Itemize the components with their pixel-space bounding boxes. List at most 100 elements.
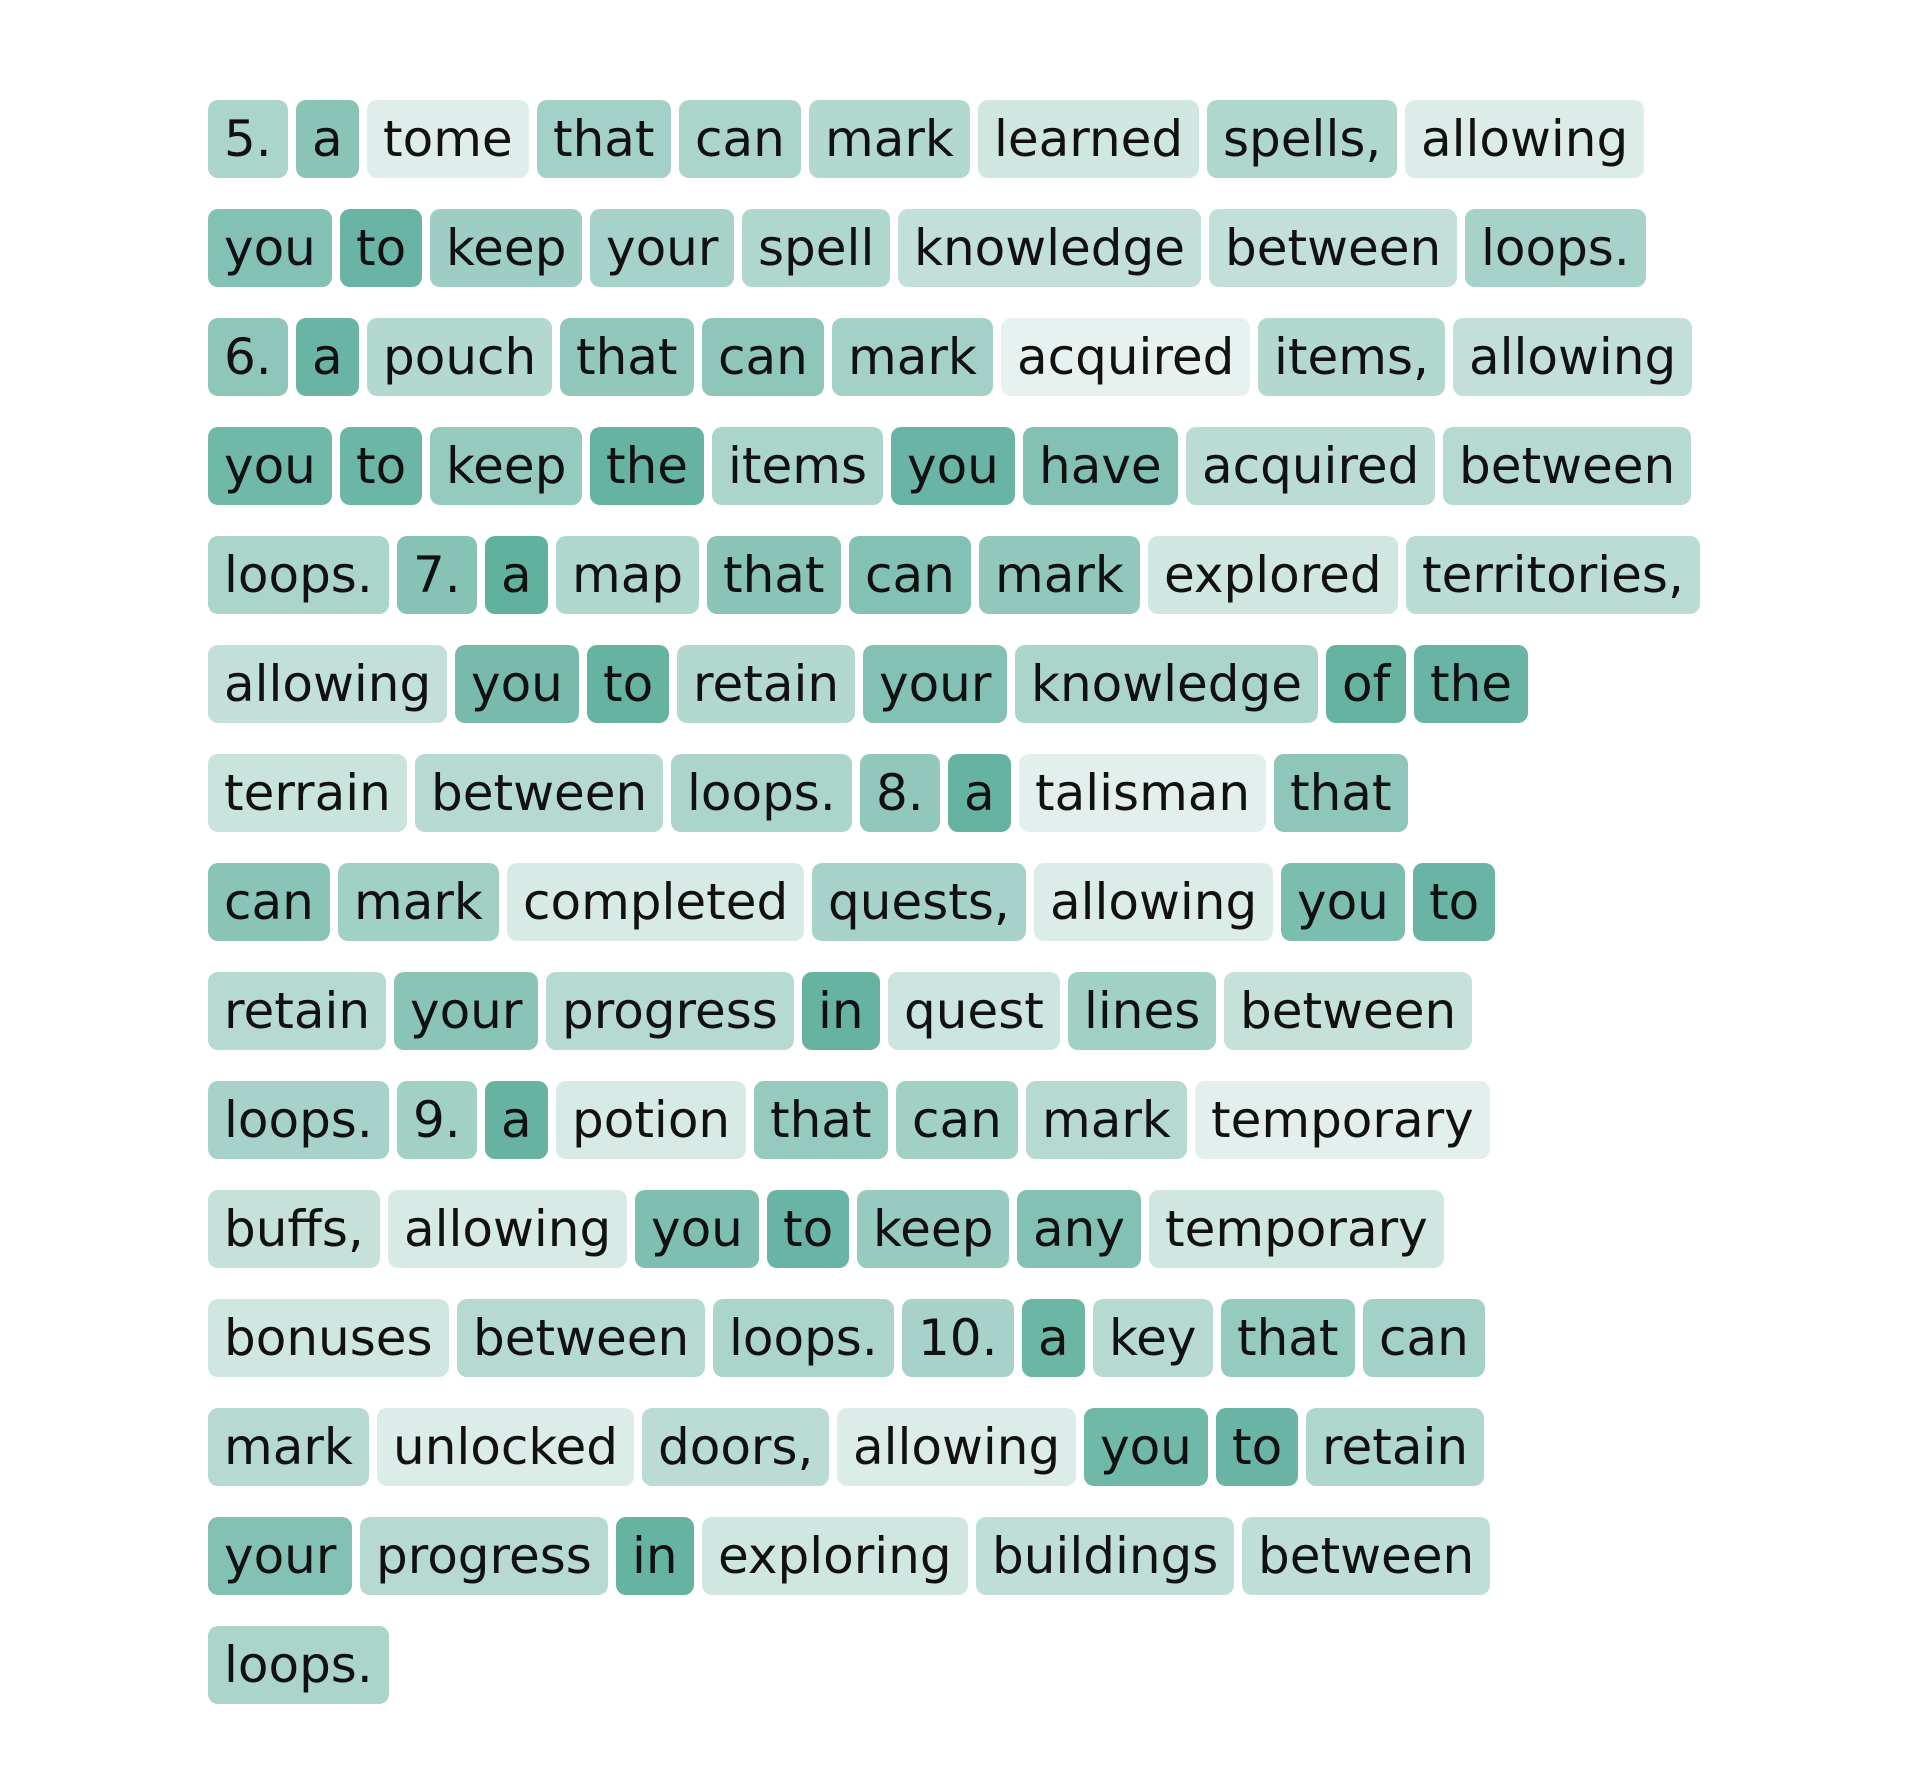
token: allowing	[837, 1408, 1077, 1486]
token: temporary	[1149, 1190, 1444, 1268]
token: to	[587, 645, 670, 723]
token: your	[863, 645, 1008, 723]
token: acquired	[1186, 427, 1436, 505]
token: retain	[1306, 1408, 1485, 1486]
token: loops.	[671, 754, 852, 832]
token: a	[296, 318, 359, 396]
token: allowing	[1453, 318, 1693, 396]
token: can	[679, 100, 801, 178]
token: you	[635, 1190, 759, 1268]
token: items	[712, 427, 884, 505]
token: 6.	[208, 318, 288, 396]
token: to	[340, 209, 423, 287]
token: temporary	[1195, 1081, 1490, 1159]
token: knowledge	[1015, 645, 1319, 723]
token: loops.	[208, 536, 389, 614]
token: in	[802, 972, 880, 1050]
token: completed	[507, 863, 805, 941]
token: retain	[208, 972, 387, 1050]
token: that	[707, 536, 841, 614]
token: loops.	[713, 1299, 894, 1377]
token: spells,	[1207, 100, 1398, 178]
token: to	[767, 1190, 850, 1268]
token: potion	[556, 1081, 747, 1159]
token: to	[1216, 1408, 1299, 1486]
token: can	[702, 318, 824, 396]
token: mark	[979, 536, 1140, 614]
token: a	[485, 1081, 548, 1159]
token: tome	[367, 100, 529, 178]
token: that	[1221, 1299, 1355, 1377]
token: 7.	[397, 536, 477, 614]
token: pouch	[367, 318, 553, 396]
token: 10.	[902, 1299, 1014, 1377]
token: knowledge	[898, 209, 1202, 287]
token: you	[208, 209, 332, 287]
token: territories,	[1406, 536, 1700, 614]
token: you	[1084, 1408, 1208, 1486]
token: can	[896, 1081, 1018, 1159]
token: you	[1281, 863, 1405, 941]
token: between	[1224, 972, 1473, 1050]
token: terrain	[208, 754, 407, 832]
token: between	[1242, 1517, 1491, 1595]
token: you	[208, 427, 332, 505]
token: talisman	[1019, 754, 1267, 832]
token: loops.	[1465, 209, 1646, 287]
token: keep	[430, 209, 583, 287]
token: buildings	[976, 1517, 1235, 1595]
token: you	[455, 645, 579, 723]
token: quest	[888, 972, 1060, 1050]
token: to	[1413, 863, 1496, 941]
token: acquired	[1001, 318, 1251, 396]
token: have	[1023, 427, 1178, 505]
token: allowing	[1034, 863, 1274, 941]
token: buffs,	[208, 1190, 380, 1268]
token: unlocked	[377, 1408, 635, 1486]
token: mark	[338, 863, 499, 941]
token: loops.	[208, 1081, 389, 1159]
token: allowing	[208, 645, 448, 723]
token: explored	[1148, 536, 1398, 614]
token: a	[296, 100, 359, 178]
token: lines	[1068, 972, 1217, 1050]
token: mark	[1026, 1081, 1187, 1159]
token: the	[1414, 645, 1529, 723]
token: exploring	[702, 1517, 968, 1595]
token: spell	[742, 209, 891, 287]
token: between	[415, 754, 664, 832]
token: in	[616, 1517, 694, 1595]
token: map	[556, 536, 700, 614]
token: keep	[430, 427, 583, 505]
token: of	[1326, 645, 1407, 723]
token: progress	[360, 1517, 608, 1595]
token: can	[849, 536, 971, 614]
token: allowing	[1405, 100, 1645, 178]
token: a	[1022, 1299, 1085, 1377]
token: can	[208, 863, 330, 941]
token: your	[394, 972, 539, 1050]
token: retain	[677, 645, 856, 723]
token: learned	[978, 100, 1200, 178]
token: doors,	[642, 1408, 830, 1486]
token: that	[560, 318, 694, 396]
token: any	[1017, 1190, 1141, 1268]
token: can	[1363, 1299, 1485, 1377]
token: a	[485, 536, 548, 614]
token: allowing	[388, 1190, 628, 1268]
token: your	[208, 1517, 353, 1595]
token: that	[1274, 754, 1408, 832]
token: the	[590, 427, 705, 505]
token: key	[1093, 1299, 1213, 1377]
token: loops.	[208, 1626, 389, 1704]
token: bonuses	[208, 1299, 449, 1377]
token: mark	[208, 1408, 369, 1486]
token: mark	[832, 318, 993, 396]
token: mark	[809, 100, 970, 178]
token: your	[590, 209, 735, 287]
token: items,	[1258, 318, 1445, 396]
token: that	[537, 100, 671, 178]
token: 8.	[860, 754, 940, 832]
token: quests,	[812, 863, 1026, 941]
